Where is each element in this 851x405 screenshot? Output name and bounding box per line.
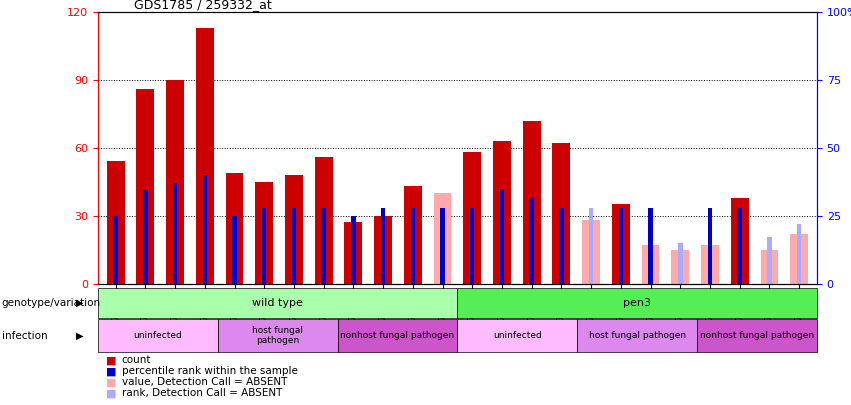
Bar (708, 207, 712, 284)
Bar (529, 197, 534, 284)
Text: value, Detection Call = ABSENT: value, Detection Call = ABSENT (122, 377, 287, 387)
Text: ▶: ▶ (76, 331, 83, 341)
Bar (470, 207, 475, 284)
Bar (292, 207, 296, 284)
Bar (166, 80, 184, 284)
Text: infection: infection (2, 331, 48, 341)
Bar (589, 207, 593, 284)
Text: host fungal
pathogen: host fungal pathogen (252, 326, 303, 345)
Bar (381, 207, 386, 284)
Bar (552, 143, 570, 284)
Bar (98, 319, 218, 352)
Text: pen3: pen3 (623, 298, 651, 308)
Bar (411, 207, 415, 284)
Bar (648, 207, 653, 284)
Bar (143, 189, 147, 284)
Text: host fungal pathogen: host fungal pathogen (589, 331, 686, 340)
Bar (697, 319, 817, 352)
Bar (98, 288, 458, 318)
Text: rank, Detection Call = ABSENT: rank, Detection Call = ABSENT (122, 388, 282, 398)
Bar (173, 183, 177, 284)
Bar (738, 207, 742, 284)
Text: nonhost fungal pathogen: nonhost fungal pathogen (700, 331, 814, 340)
Bar (106, 162, 124, 284)
Bar (262, 207, 266, 284)
Bar (619, 207, 623, 284)
Bar (458, 319, 577, 352)
Text: ■: ■ (106, 388, 117, 398)
Bar (203, 175, 207, 284)
Bar (351, 216, 356, 284)
Bar (285, 175, 303, 284)
Bar (345, 222, 363, 284)
Bar (196, 28, 214, 284)
Bar (113, 216, 118, 284)
Text: ■: ■ (106, 356, 117, 365)
Bar (612, 205, 630, 284)
Bar (136, 89, 154, 284)
Text: genotype/variation: genotype/variation (2, 298, 100, 308)
Text: uninfected: uninfected (493, 331, 542, 340)
Text: ▶: ▶ (76, 298, 83, 308)
Bar (338, 319, 457, 352)
Text: GDS1785 / 259332_at: GDS1785 / 259332_at (134, 0, 271, 11)
Bar (577, 319, 697, 352)
Bar (322, 207, 326, 284)
Text: percentile rank within the sample: percentile rank within the sample (122, 367, 298, 376)
Bar (458, 288, 817, 318)
Text: ■: ■ (106, 367, 117, 376)
Bar (589, 207, 593, 284)
Text: nonhost fungal pathogen: nonhost fungal pathogen (340, 331, 454, 340)
Bar (761, 249, 779, 284)
Bar (731, 198, 749, 284)
Bar (671, 249, 689, 284)
Bar (642, 245, 660, 284)
Bar (404, 186, 422, 284)
Bar (500, 189, 504, 284)
Bar (493, 141, 511, 284)
Bar (797, 224, 802, 284)
Bar (463, 152, 481, 284)
Bar (374, 216, 392, 284)
Text: uninfected: uninfected (134, 331, 182, 340)
Bar (582, 220, 600, 284)
Text: ■: ■ (106, 377, 117, 387)
Bar (791, 234, 808, 284)
Bar (232, 216, 237, 284)
Bar (218, 319, 338, 352)
Bar (255, 182, 273, 284)
Bar (440, 207, 445, 284)
Bar (768, 237, 772, 284)
Bar (315, 157, 333, 284)
Bar (434, 193, 452, 284)
Bar (559, 207, 563, 284)
Text: wild type: wild type (252, 298, 303, 308)
Bar (701, 245, 719, 284)
Bar (678, 243, 683, 284)
Bar (226, 173, 243, 284)
Text: count: count (122, 356, 151, 365)
Bar (523, 121, 540, 284)
